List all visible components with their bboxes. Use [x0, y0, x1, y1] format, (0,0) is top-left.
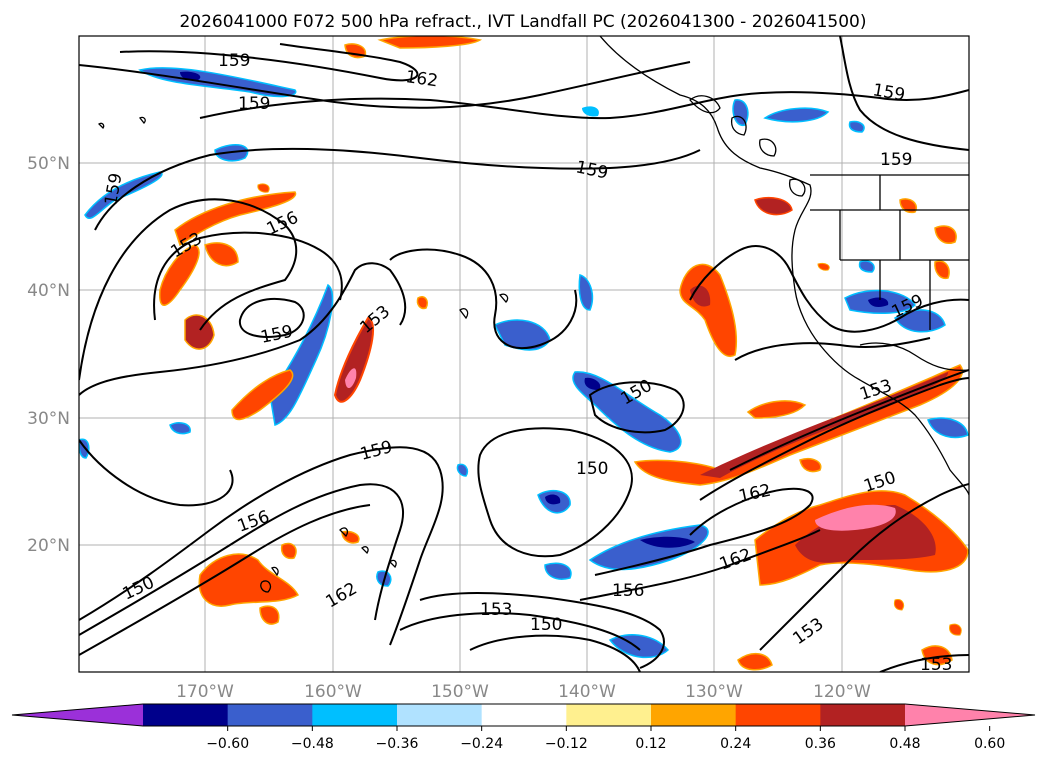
- colorbar-tick-label: 0.36: [805, 736, 836, 752]
- colorbar-extend-low: [12, 704, 143, 726]
- positive-anomaly-shading: [159, 36, 969, 671]
- colorbar-segment: [481, 704, 567, 726]
- contour-label: 159: [218, 51, 250, 71]
- lon-tick-label: 150°W: [431, 682, 489, 702]
- contour-label: 150: [530, 615, 562, 635]
- lon-tick-label: 130°W: [685, 682, 743, 702]
- latitude-ticks: 50°N 40°N 30°N 20°N: [27, 154, 70, 556]
- colorbar-tick-label: −0.60: [206, 736, 249, 752]
- colorbar-tick-label: −0.48: [291, 736, 334, 752]
- longitude-ticks: 170°W 160°W 150°W 140°W 130°W 120°W: [176, 682, 871, 702]
- map-frame: [78, 35, 970, 673]
- lat-tick-label: 30°N: [27, 409, 70, 429]
- colorbar-segment: [397, 704, 483, 726]
- colorbar-tick-label: 0.12: [635, 736, 666, 752]
- contour-label: 162: [404, 67, 439, 91]
- lon-tick-label: 120°W: [813, 682, 871, 702]
- colorbar-segment: [820, 704, 906, 726]
- coastlines: [97, 36, 969, 593]
- colorbar-tick-label: −0.12: [545, 736, 588, 752]
- colorbar-segment: [651, 704, 737, 726]
- lon-tick-label: 170°W: [176, 682, 234, 702]
- map-title: 2026041000 F072 500 hPa refract., IVT La…: [179, 12, 866, 32]
- colorbar-segment: [312, 704, 398, 726]
- lon-tick-label: 140°W: [558, 682, 616, 702]
- height-contours: [79, 36, 969, 672]
- colorbar-segment: [143, 704, 229, 726]
- colorbar: −0.60 −0.48 −0.36 −0.24 −0.12 0.12 0.24 0.36 0.4…: [11, 703, 1036, 752]
- colorbar-tick-label: 0.60: [974, 736, 1005, 752]
- contour-label: 159: [880, 150, 912, 170]
- contour-label: 153: [480, 600, 512, 620]
- lat-tick-label: 20°N: [27, 536, 70, 556]
- contour-label: 150: [576, 459, 608, 479]
- colorbar-segment: [227, 704, 313, 726]
- lat-tick-label: 50°N: [27, 154, 70, 174]
- colorbar-outline: [11, 703, 1036, 727]
- colorbar-segment: [566, 704, 652, 726]
- map-content: [79, 36, 969, 672]
- colorbar-tick-label: 0.24: [720, 736, 751, 752]
- contour-label: 159: [238, 94, 270, 114]
- contour-label: 153: [920, 655, 952, 675]
- contour-label: 156: [612, 581, 644, 601]
- colorbar-tick-label: −0.36: [376, 736, 419, 752]
- colorbar-tick-label: −0.24: [460, 736, 503, 752]
- lon-tick-label: 160°W: [304, 682, 362, 702]
- colorbar-segment: [735, 704, 821, 726]
- colorbar-tick-label: 0.48: [889, 736, 920, 752]
- lat-tick-label: 40°N: [27, 281, 70, 301]
- colorbar-extend-high: [905, 704, 1035, 726]
